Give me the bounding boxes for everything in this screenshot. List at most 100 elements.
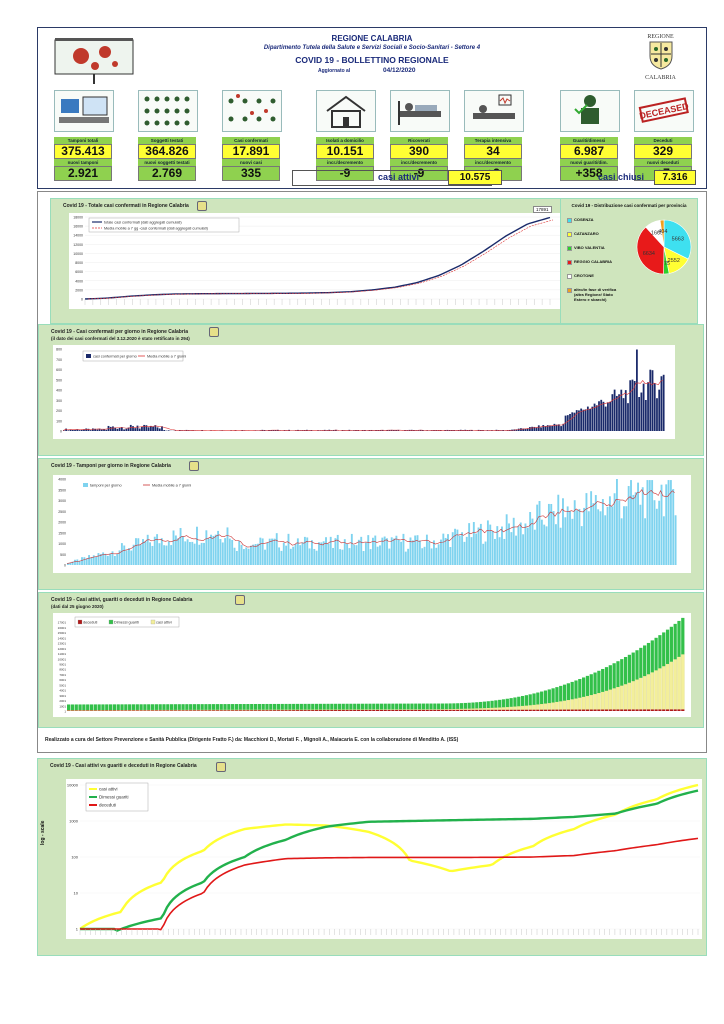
daily-cases-svg: 0 100 200 300 400 500 600 700 800 casi confermati… bbox=[56, 348, 665, 434]
recovered-bar bbox=[196, 704, 200, 710]
recovered-bar bbox=[314, 703, 319, 710]
daily-test-bar bbox=[616, 479, 618, 565]
daily-case-bar bbox=[100, 429, 103, 431]
recovered-bar bbox=[231, 704, 235, 710]
deceased-bar bbox=[82, 710, 86, 711]
recovered-bar bbox=[292, 703, 296, 710]
daily-test-bar bbox=[285, 545, 288, 565]
daily-test-bar bbox=[278, 547, 281, 565]
recovered-bar bbox=[402, 703, 406, 710]
y-tick-label: 8001 bbox=[59, 668, 66, 672]
daily-test-bar bbox=[104, 553, 107, 565]
daily-case-bar bbox=[593, 403, 596, 431]
daily-case-bar bbox=[114, 427, 117, 431]
daily-test-bar bbox=[271, 538, 273, 565]
daily-test-bar bbox=[435, 547, 438, 565]
recovered-bar bbox=[295, 703, 300, 710]
active-bar bbox=[517, 706, 521, 710]
daily-test-bar bbox=[320, 542, 323, 565]
y-tick-label: 100 bbox=[56, 419, 62, 423]
daily-test-bar bbox=[632, 494, 635, 565]
deceased-bar bbox=[570, 709, 574, 711]
kpi-value: 329 bbox=[634, 144, 692, 159]
recovered-bar bbox=[273, 703, 277, 710]
daily-case-bar bbox=[96, 429, 99, 431]
kpi-value: 17.891 bbox=[222, 144, 280, 159]
pie-slice bbox=[659, 219, 665, 248]
daily-test-bar bbox=[486, 520, 489, 565]
deceased-bar bbox=[414, 709, 418, 711]
recovered-bar bbox=[536, 692, 540, 705]
deceased-bar bbox=[150, 710, 155, 711]
daily-test-bar bbox=[313, 548, 316, 565]
legend-label: CATANZARO bbox=[574, 231, 599, 236]
active-bar bbox=[478, 708, 483, 710]
daily-test-bar bbox=[404, 551, 407, 565]
active-bar bbox=[539, 703, 544, 710]
active-bar bbox=[490, 707, 494, 710]
active-bar bbox=[646, 674, 651, 710]
kpi-sub-value: 2.769 bbox=[138, 166, 196, 181]
daily-test-bar bbox=[261, 538, 264, 565]
recovered-bar bbox=[543, 690, 548, 704]
daily-case-bar bbox=[283, 430, 286, 431]
recovered-bar bbox=[528, 694, 532, 706]
deceased-bar bbox=[223, 710, 227, 711]
recovered-bar bbox=[620, 659, 624, 686]
recovered-bar bbox=[253, 703, 258, 710]
recovered-bar bbox=[593, 672, 597, 695]
daily-test-bar bbox=[198, 544, 201, 565]
y-tick-label: 1 bbox=[64, 710, 66, 714]
kpi-sub-label: incr./decremento bbox=[316, 159, 374, 166]
deceased-bar bbox=[364, 709, 368, 711]
daily-test-bar bbox=[418, 540, 421, 565]
kpi-sub-label: incr./decremento bbox=[390, 159, 448, 166]
deceased-bar bbox=[559, 709, 563, 711]
plot-area: 0 2000 4000 6000 8000 10000 12000 14000 16000 180… bbox=[69, 213, 574, 309]
deceased-bar bbox=[128, 710, 132, 711]
daily-test-bar bbox=[282, 542, 285, 565]
daily-test-bar bbox=[125, 550, 128, 565]
legend-label: Media mobile a 7 giorni bbox=[152, 484, 191, 488]
recovered-bar bbox=[627, 654, 632, 683]
daily-test-bar bbox=[531, 518, 534, 565]
y-tick-label: 4000 bbox=[75, 279, 83, 283]
active-bar bbox=[600, 691, 605, 710]
deceased-bar bbox=[101, 710, 105, 711]
chart-log-scale: Covid 19 - Casi attivi vs guariti e dece… bbox=[37, 758, 707, 956]
deceased-bar bbox=[425, 709, 429, 711]
pie-value-label: 5663 bbox=[672, 236, 684, 242]
daily-test-bar bbox=[67, 563, 69, 565]
daily-test-bar bbox=[174, 535, 177, 565]
chart-daily-cases: Covid 19 - Casi confermati per giorno in… bbox=[38, 324, 704, 456]
daily-case-bar bbox=[531, 426, 534, 431]
recovered-bar bbox=[608, 665, 612, 690]
daily-case-bar bbox=[71, 429, 74, 431]
deceased-bar bbox=[238, 710, 242, 711]
legend-label: deceduti bbox=[83, 621, 98, 625]
daily-test-bar bbox=[559, 527, 562, 565]
daily-test-bar bbox=[407, 548, 410, 565]
deceased-bar bbox=[67, 710, 71, 711]
chart-province-pie: Covid 19 - Distribuzione casi confermati… bbox=[560, 198, 698, 324]
daily-test-bar bbox=[411, 540, 414, 565]
recovered-bar bbox=[391, 703, 395, 710]
daily-test-bar bbox=[491, 530, 494, 565]
recovered-bar bbox=[173, 704, 178, 710]
bulletin-date: 04/12/2020 bbox=[383, 67, 416, 74]
recovered-bar bbox=[337, 703, 342, 710]
daily-test-bar bbox=[235, 550, 238, 565]
y-axis-label: log - scale bbox=[40, 820, 46, 845]
kpi-sub-label: nuovi deceduti bbox=[634, 159, 692, 166]
daily-test-bar bbox=[306, 537, 309, 565]
active-bar bbox=[463, 708, 468, 710]
daily-test-bar bbox=[444, 537, 447, 565]
deceased-bar bbox=[189, 710, 193, 711]
daily-test-bar bbox=[179, 528, 182, 565]
daily-case-bar bbox=[152, 426, 154, 431]
deceased-bar bbox=[120, 710, 124, 711]
deceased-bar bbox=[433, 709, 437, 711]
daily-case-bar bbox=[611, 394, 614, 431]
pie-slice bbox=[663, 219, 692, 260]
active-bar bbox=[631, 681, 635, 710]
